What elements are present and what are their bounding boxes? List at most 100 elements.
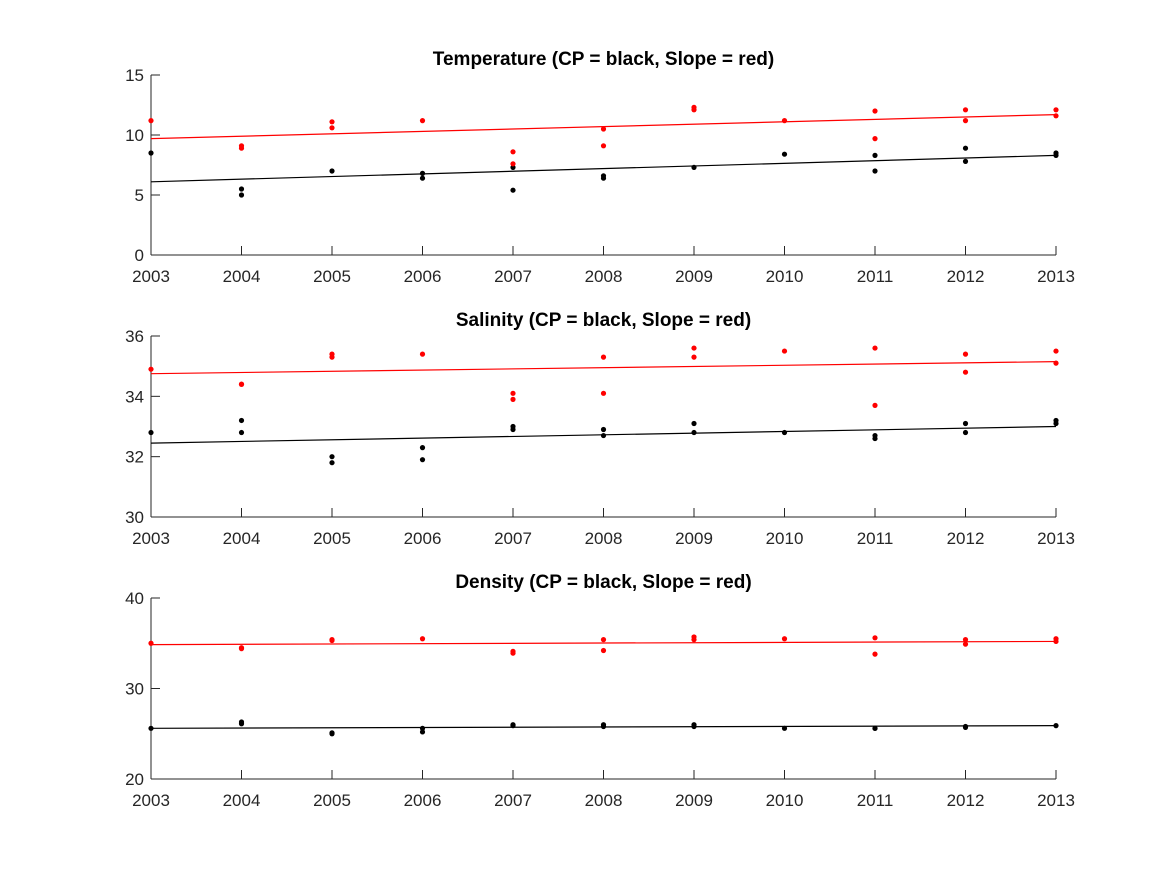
- y-tick-label: 40: [125, 589, 144, 608]
- data-point-black: [781, 725, 788, 731]
- y-tick-label: 36: [125, 327, 144, 346]
- data-point-black: [781, 429, 788, 436]
- x-tick-label: 2010: [766, 267, 804, 286]
- data-point-red: [872, 402, 878, 408]
- data-point-red: [962, 369, 969, 375]
- data-point-red: [872, 108, 878, 114]
- data-point-black: [962, 420, 969, 427]
- data-point-black: [238, 192, 245, 198]
- data-point-red: [781, 118, 788, 124]
- x-tick-label: 2004: [223, 529, 261, 548]
- x-tick-label: 2011: [857, 267, 894, 286]
- x-tick-label: 2004: [223, 267, 261, 286]
- data-point-black: [1053, 723, 1059, 729]
- data-point-red: [600, 126, 607, 132]
- data-point-black: [600, 723, 607, 730]
- x-tick-label: 2010: [766, 529, 804, 548]
- data-point-black: [419, 170, 426, 176]
- data-point-red: [1053, 360, 1059, 366]
- data-point-red: [872, 635, 878, 641]
- y-tick-label: 30: [125, 508, 144, 527]
- data-point-black: [329, 460, 335, 466]
- data-point-red: [600, 354, 607, 360]
- y-tick-label: 0: [135, 246, 144, 265]
- data-point-black: [148, 150, 154, 156]
- chart-panel-3: Density (CP = black, Slope = red) 2003 200…: [125, 572, 1075, 810]
- x-tick-label: 2012: [947, 267, 985, 286]
- x-tick-label: 2004: [223, 791, 261, 810]
- data-point-black: [238, 721, 245, 727]
- chart-panel-2: Salinity (CP = black, Slope = red) 2003 20…: [125, 310, 1075, 548]
- data-point-red: [691, 637, 697, 643]
- data-point-red: [329, 119, 335, 125]
- x-tick-label: 2011: [857, 791, 894, 810]
- trend-line-red: [150, 640, 1057, 646]
- chart-title: Salinity (CP = black, Slope = red): [456, 310, 751, 331]
- data-point-red: [419, 118, 426, 124]
- x-tick-label: 2012: [947, 791, 985, 810]
- x-tick-label: 2013: [1037, 791, 1075, 810]
- x-tick-label: 2010: [766, 791, 804, 810]
- data-point-red: [962, 118, 969, 124]
- x-tick-label: 2008: [585, 791, 623, 810]
- data-point-red: [962, 641, 969, 647]
- y-tick-label: 32: [125, 448, 144, 467]
- data-point-red: [148, 366, 154, 372]
- data-point-red: [962, 351, 969, 357]
- x-tick-label: 2009: [675, 529, 713, 548]
- data-point-red: [600, 637, 607, 643]
- data-point-red: [600, 647, 607, 654]
- x-tick-label: 2008: [585, 267, 623, 286]
- data-point-black: [419, 457, 426, 463]
- data-point-red: [419, 351, 426, 357]
- data-point-red: [329, 354, 335, 360]
- data-point-black: [872, 725, 878, 731]
- y-tick-label: 5: [135, 186, 144, 205]
- chart-title: Density (CP = black, Slope = red): [455, 572, 751, 593]
- data-point-red: [238, 381, 245, 387]
- data-point-red: [962, 107, 969, 113]
- data-point-red: [510, 149, 516, 155]
- x-tick-label: 2005: [313, 529, 351, 548]
- x-tick-label: 2005: [313, 267, 351, 286]
- data-point-red: [1053, 113, 1059, 119]
- data-point-black: [238, 429, 245, 436]
- data-point-black: [238, 417, 245, 424]
- data-point-red: [691, 345, 697, 351]
- data-point-black: [419, 725, 426, 731]
- data-point-black: [148, 429, 154, 436]
- data-point-red: [329, 637, 335, 644]
- data-point-black: [691, 723, 697, 730]
- data-point-red: [600, 143, 607, 149]
- data-point-black: [329, 454, 335, 460]
- data-point-red: [1053, 348, 1059, 354]
- data-point-black: [872, 168, 878, 174]
- data-point-red: [781, 348, 788, 354]
- data-point-red: [510, 650, 516, 656]
- x-tick-label: 2011: [857, 529, 894, 548]
- x-tick-label: 2003: [132, 267, 170, 286]
- data-point-black: [510, 187, 516, 193]
- data-point-black: [419, 729, 426, 735]
- data-point-black: [148, 725, 154, 731]
- data-point-black: [510, 723, 516, 729]
- data-point-black: [962, 429, 969, 436]
- data-point-red: [510, 161, 516, 167]
- data-point-red: [872, 136, 878, 142]
- data-point-red: [1053, 107, 1059, 113]
- data-point-red: [419, 636, 426, 642]
- data-point-black: [329, 731, 335, 737]
- x-tick-label: 2003: [132, 529, 170, 548]
- data-point-red: [329, 125, 335, 131]
- data-point-black: [691, 420, 697, 427]
- data-point-black: [419, 175, 426, 181]
- data-point-black: [1053, 152, 1059, 158]
- data-point-black: [1053, 420, 1059, 427]
- x-tick-label: 2007: [494, 529, 532, 548]
- data-point-black: [691, 429, 697, 436]
- data-point-black: [872, 152, 878, 158]
- data-point-red: [238, 145, 245, 151]
- data-point-black: [962, 724, 969, 731]
- data-point-red: [148, 640, 154, 646]
- data-point-red: [1053, 638, 1059, 645]
